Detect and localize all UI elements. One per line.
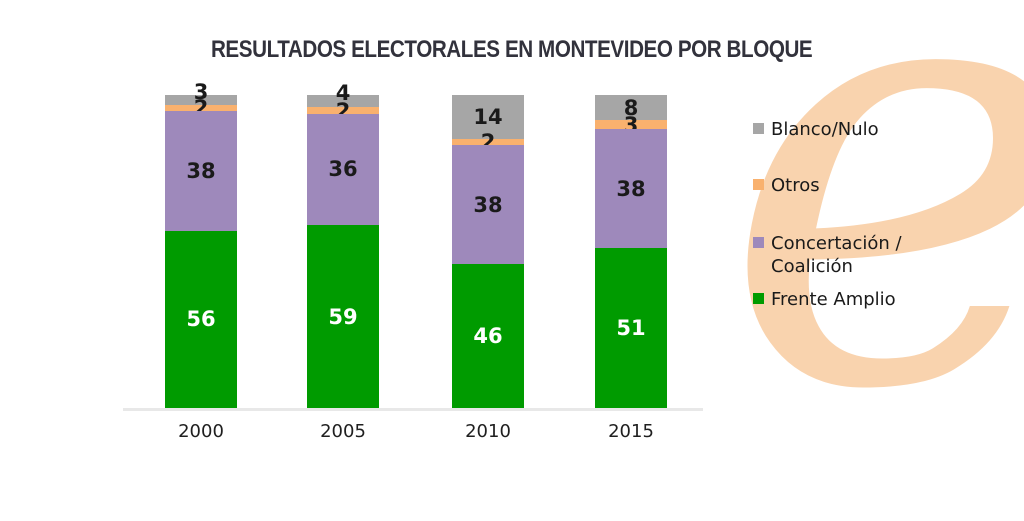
segment-frente-amplio-2005: 59 <box>307 225 379 408</box>
segment-value-label: 3 <box>193 79 209 104</box>
segment-frente-amplio-2015: 51 <box>595 248 667 408</box>
chart-legend: Blanco/Nulo Otros Concertación / Coalición… <box>753 0 993 400</box>
segment-value-label: 4 <box>335 81 351 106</box>
segment-concertaci-n-coalici-n-2010: 38 <box>452 145 524 265</box>
watermark-e-logo: e <box>722 0 1024 472</box>
segment-value-label: 51 <box>616 316 646 341</box>
legend-swatch-otros <box>753 179 764 190</box>
segment-concertaci-n-coalici-n-2005: 36 <box>307 113 379 226</box>
legend-swatch-blanco-nulo <box>753 123 764 134</box>
segment-value-label: 8 <box>623 95 639 120</box>
legend-item-otros: Otros <box>753 174 820 197</box>
segment-value-label: 38 <box>616 176 646 201</box>
segment-otros-2015: 3 <box>595 114 667 135</box>
legend-label: Frente Amplio <box>771 289 896 310</box>
segment-value-label: 56 <box>186 307 216 332</box>
x-axis-line <box>123 408 703 411</box>
segment-value-label: 36 <box>328 157 358 182</box>
bar-2010: 46 38 2 14 <box>452 95 524 408</box>
segment-blanco-nulo-2015: 8 <box>595 95 667 121</box>
bar-2005: 59 36 2 4 <box>307 83 379 408</box>
legend-item-blanco-nulo: Blanco/Nulo <box>753 118 879 141</box>
segment-value-label: 38 <box>473 192 503 217</box>
stacked-bar-chart: 56 38 2 3 2000 59 36 2 4 2005 46 38 2 14 2010 51 38 3 8 201… <box>0 81 1024 442</box>
segment-concertaci-n-coalici-n-2000: 38 <box>165 110 237 231</box>
segment-blanco-nulo-2005: 4 <box>307 83 379 108</box>
segment-blanco-nulo-2000: 3 <box>165 81 237 105</box>
x-axis-label-2005: 2005 <box>320 421 366 442</box>
legend-item-concertaci-n-coalici-n: Concertación / Coalición <box>753 232 902 278</box>
x-axis-label-2015: 2015 <box>608 421 654 442</box>
legend-swatch-concertaci-n-coalici-n <box>753 237 764 248</box>
segment-value-label: 46 <box>473 324 503 349</box>
x-axis-label-2010: 2010 <box>465 421 511 442</box>
page-title-text: RESULTADOS ELECTORALES EN MONTEVIDEO POR… <box>211 36 813 63</box>
legend-label: Otros <box>771 175 820 196</box>
page-title: RESULTADOS ELECTORALES EN MONTEVIDEO POR… <box>0 36 1024 64</box>
segment-concertaci-n-coalici-n-2015: 38 <box>595 129 667 249</box>
legend-label: Concertación / Coalición <box>771 233 902 277</box>
bar-2000: 56 38 2 3 <box>165 81 237 408</box>
segment-value-label: 38 <box>186 158 216 183</box>
x-axis-label-2000: 2000 <box>178 421 224 442</box>
legend-swatch-frente-amplio <box>753 293 764 304</box>
segment-frente-amplio-2000: 56 <box>165 230 237 408</box>
segment-blanco-nulo-2010: 14 <box>452 95 524 139</box>
legend-item-frente-amplio: Frente Amplio <box>753 288 896 311</box>
segment-value-label: 59 <box>328 304 358 329</box>
bar-2015: 51 38 3 8 <box>595 95 667 408</box>
legend-label: Blanco/Nulo <box>771 119 879 140</box>
segment-frente-amplio-2010: 46 <box>452 264 524 408</box>
segment-value-label: 14 <box>473 104 503 129</box>
